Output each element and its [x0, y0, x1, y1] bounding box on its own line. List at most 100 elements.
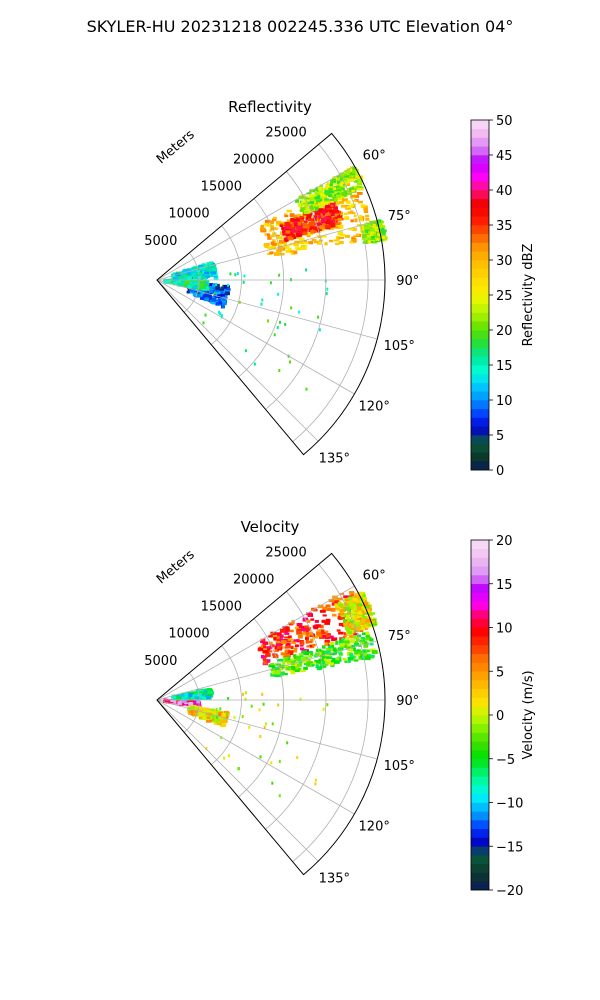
colorbar-tick-label: 20: [496, 324, 513, 339]
echo-cell: [284, 658, 291, 663]
colorbar-tick-label: 20: [496, 534, 513, 549]
radial-tick-label: 20000: [233, 572, 274, 587]
echo-cell: [339, 183, 344, 187]
azimuth-line: [156, 220, 378, 281]
echo-cell: [274, 645, 279, 650]
echo-cell: [210, 296, 215, 300]
echo-cell: [327, 656, 333, 659]
echo-cell: [353, 235, 357, 238]
echo-cell: [295, 231, 301, 235]
echo-cell: [315, 664, 319, 669]
echo-cell: [296, 628, 302, 631]
colorbar-step: [471, 627, 489, 637]
echo-cell: [164, 280, 171, 284]
reflectivity-colorbar: [470, 119, 490, 471]
echo-cell: [284, 222, 291, 227]
echo-cell: [211, 287, 218, 290]
echo-cell: [316, 631, 321, 635]
echo-cell: [189, 706, 195, 709]
velocity-radial-label: Meters: [154, 547, 198, 587]
echo-cell: [199, 292, 205, 295]
echo-cell: [181, 273, 187, 277]
echo-cell: [285, 244, 290, 249]
echo-cell: [244, 349, 247, 353]
echo-cell: [340, 181, 346, 184]
colorbar-tick-label: 30: [496, 254, 513, 269]
echo-cell: [281, 640, 287, 644]
echo-cell: [273, 333, 276, 337]
echo-cell: [359, 628, 364, 632]
echo-cell: [262, 641, 269, 645]
echo-cell: [354, 651, 360, 655]
echo-cell: [285, 249, 290, 253]
echo-cell: [369, 224, 376, 228]
echo-cell: [219, 712, 223, 715]
echo-cell: [338, 622, 344, 627]
echo-cell: [331, 660, 337, 664]
echo-cell: [354, 611, 359, 614]
echo-cell: [244, 691, 247, 695]
echo-cell: [372, 623, 378, 626]
echo-cell: [284, 323, 287, 326]
echo-cell: [344, 191, 348, 196]
echo-cell: [372, 226, 377, 230]
echo-cell: [268, 641, 273, 645]
echo-cell: [365, 229, 370, 233]
echo-cell: [345, 176, 351, 179]
echo-cell: [314, 188, 319, 192]
echo-cell: [266, 659, 271, 663]
echo-cell: [212, 285, 216, 288]
echo-cell: [171, 696, 177, 699]
echo-cell: [284, 636, 290, 639]
angle-tick-label: 60°: [363, 569, 386, 584]
echo-cell: [364, 226, 370, 230]
echo-cell: [296, 755, 299, 759]
echo-cell: [200, 283, 204, 288]
azimuth-line: [156, 279, 355, 395]
echo-cell: [171, 280, 176, 283]
echo-cell: [301, 246, 307, 250]
echo-cell: [339, 637, 344, 641]
echo-cell: [215, 282, 218, 286]
angle-tick-label: 135°: [319, 871, 350, 886]
echo-cell: [173, 277, 179, 281]
echo-cell: [263, 660, 268, 665]
colorbar-step: [471, 872, 489, 882]
echo-cell: [285, 653, 291, 658]
echo-cell: [313, 215, 317, 219]
echo-cell: [355, 599, 361, 604]
echo-cell: [338, 217, 342, 220]
echo-cell: [279, 320, 281, 324]
colorbar-step: [471, 295, 489, 305]
echo-cell: [359, 215, 363, 218]
echo-cell: [368, 654, 372, 658]
radial-tick-label: 10000: [168, 207, 209, 222]
echo-cell: [353, 635, 357, 639]
echo-cell: [339, 177, 344, 181]
echo-cell: [344, 601, 349, 606]
echo-cell: [221, 304, 225, 308]
echo-cell: [306, 645, 310, 648]
echo-cell: [332, 200, 336, 204]
echo-cell: [305, 632, 309, 635]
velocity-angle-ticks: 60° 75° 90° 105° 120° 135°: [319, 569, 420, 887]
echo-cell: [210, 708, 215, 712]
echo-cell: [317, 202, 323, 206]
echo-cell: [285, 666, 291, 670]
radial-tick-label: 15000: [201, 600, 242, 615]
echo-cell: [329, 200, 334, 203]
angle-tick-label: 120°: [359, 399, 390, 414]
echo-cell: [291, 621, 295, 625]
colorbar-step: [471, 400, 489, 410]
reflectivity-colorbar-ticks: 0 5 10 15 20 25 30 35 40 45 50: [489, 114, 513, 479]
radial-tick-label: 10000: [168, 627, 209, 642]
echo-cell: [269, 281, 272, 285]
echo-cell: [290, 250, 296, 255]
echo-cell: [202, 321, 205, 325]
echo-cell: [349, 591, 355, 595]
colorbar-step: [471, 750, 489, 760]
echo-cell: [294, 644, 299, 648]
echo-cell: [270, 220, 275, 224]
echo-cell: [265, 653, 271, 657]
echo-cell: [212, 712, 216, 717]
